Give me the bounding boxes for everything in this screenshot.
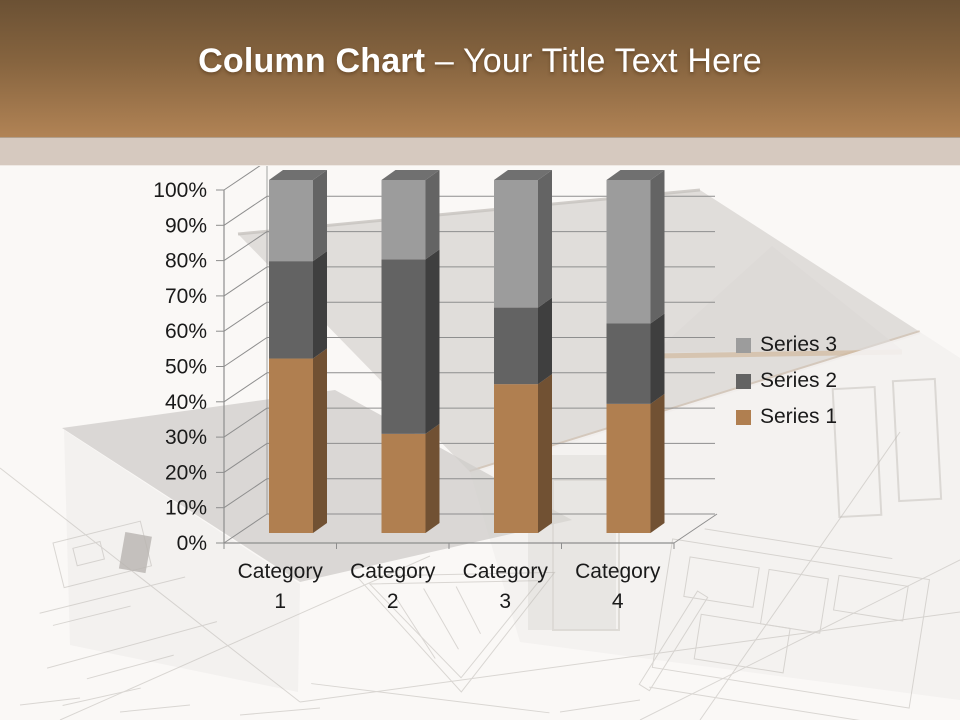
y-axis-label: 50%: [165, 356, 207, 379]
bar-segment-side: [313, 170, 327, 262]
bar-segment-side: [425, 423, 440, 533]
bar-segment: [494, 384, 538, 533]
axis-tick-connector: [223, 478, 268, 509]
bar-segment-side: [538, 170, 552, 308]
bar-segment: [494, 307, 538, 385]
axis-tick-connector: [223, 513, 268, 544]
bar-segment-side: [650, 170, 665, 324]
chart-legend: Series 3 Series 2 Series 1: [736, 333, 837, 429]
y-axis-label: 100%: [153, 179, 207, 202]
bar-segment-side: [538, 297, 552, 385]
bar-top-face: [606, 170, 665, 180]
y-axis-label: 20%: [165, 461, 207, 484]
bar-segment-side: [425, 170, 440, 260]
bar-segment-side: [425, 249, 440, 434]
legend-item: Series 1: [736, 405, 837, 429]
legend-label: Series 3: [760, 333, 838, 356]
axis-tick-connector: [223, 266, 268, 297]
category-label: Category 1: [238, 560, 324, 613]
y-axis-label: 80%: [165, 250, 207, 273]
axis-tick-connector: [223, 231, 268, 262]
legend-label: Series 1: [760, 405, 838, 428]
axis-tick-connector: [223, 442, 268, 473]
y-axis-label: 90%: [165, 214, 207, 237]
legend-item: Series 2: [736, 369, 837, 393]
bar-segment: [494, 180, 538, 308]
bar-segment-side: [538, 374, 552, 533]
floor-right-edge: [673, 513, 718, 544]
axis-tick-connector: [223, 372, 268, 403]
bar-top-face: [381, 170, 440, 180]
bar-segment: [606, 323, 651, 404]
y-axis-label: 0%: [177, 532, 207, 555]
bar-top-face: [269, 170, 327, 180]
legend-swatch: [736, 337, 751, 353]
bar-segment: [381, 433, 426, 533]
axis-tick-connector: [223, 301, 268, 332]
legend-swatch: [736, 409, 751, 425]
y-axis-label: 40%: [165, 391, 207, 414]
category-label: Category 2: [350, 560, 436, 613]
y-axis-label: 10%: [165, 497, 207, 520]
slide-title: Column Chart – Your Title Text Here: [198, 42, 762, 81]
slide-title-text: – Your Title Text Here: [425, 42, 762, 80]
axis-tick-connector: [223, 337, 268, 367]
bar-segment-side: [313, 348, 327, 533]
legend-swatch: [736, 373, 751, 389]
bar-top-face: [494, 170, 552, 180]
banner-strip: [0, 137, 960, 166]
title-banner: Column Chart – Your Title Text Here: [0, 0, 960, 137]
bar-segment: [269, 261, 313, 359]
bar-segment-side: [313, 251, 327, 359]
y-axis-label: 30%: [165, 426, 207, 449]
bar-segment: [381, 259, 426, 434]
bar-segment: [269, 180, 313, 262]
category-label: Category 3: [463, 560, 549, 613]
bar-segment: [381, 180, 426, 260]
axis-tick-connector: [223, 195, 268, 226]
category-label: Category 4: [575, 560, 661, 613]
blueprint-drawings: [0, 431, 960, 720]
bar-segment-side: [650, 313, 665, 404]
bar-segment: [606, 180, 651, 324]
slide-title-topic: Column Chart: [198, 42, 426, 80]
bar-segment: [269, 358, 313, 533]
bar-segment: [606, 403, 651, 533]
bar-segment-side: [650, 393, 665, 533]
legend-label: Series 2: [760, 369, 838, 392]
y-axis-label: 60%: [165, 320, 207, 343]
legend-item: Series 3: [736, 333, 837, 357]
y-axis-label: 70%: [165, 285, 207, 308]
axis-tick-connector: [223, 407, 268, 438]
